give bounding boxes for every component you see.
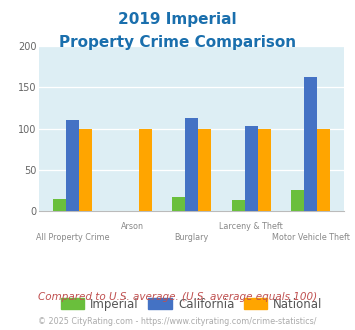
Legend: Imperial, California, National: Imperial, California, National [56,293,327,315]
Bar [185,118,198,211]
Bar [66,120,79,211]
Bar [304,77,317,211]
Text: Larceny & Theft: Larceny & Theft [219,222,283,231]
Text: Arson: Arson [121,222,144,231]
Bar [139,129,152,211]
Text: All Property Crime: All Property Crime [36,233,109,243]
Bar [231,200,245,211]
Text: Property Crime Comparison: Property Crime Comparison [59,35,296,50]
Text: Motor Vehicle Theft: Motor Vehicle Theft [272,233,350,243]
Bar [258,129,271,211]
Text: Burglary: Burglary [175,233,209,243]
Bar [245,126,258,211]
Text: © 2025 CityRating.com - https://www.cityrating.com/crime-statistics/: © 2025 CityRating.com - https://www.city… [38,317,317,326]
Bar [198,129,211,211]
Bar [317,129,331,211]
Text: 2019 Imperial: 2019 Imperial [118,12,237,26]
Bar [172,197,185,211]
Bar [53,199,66,211]
Text: Compared to U.S. average. (U.S. average equals 100): Compared to U.S. average. (U.S. average … [38,292,317,302]
Bar [291,190,304,211]
Bar [79,129,92,211]
